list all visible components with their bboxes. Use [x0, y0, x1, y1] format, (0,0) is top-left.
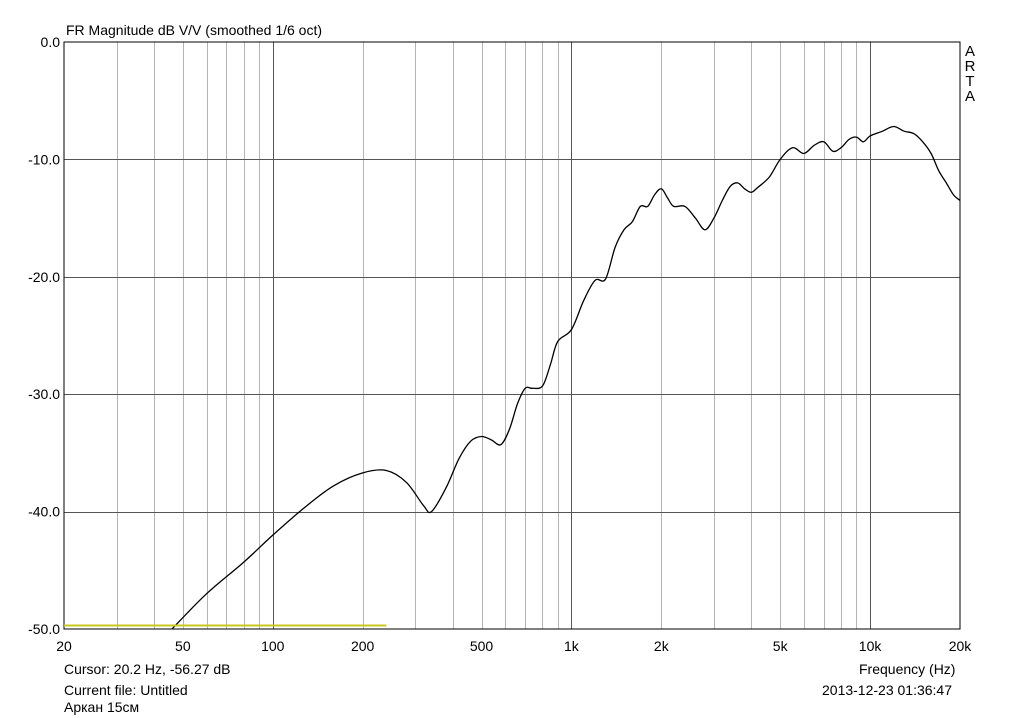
- arta-logo-letter: A: [964, 43, 975, 60]
- x-tick-label: 20k: [949, 638, 973, 654]
- x-tick-label: 2k: [654, 638, 670, 654]
- file-name: Аркан 15см: [64, 699, 140, 715]
- chart-title: FR Magnitude dB V/V (smoothed 1/6 oct): [66, 22, 323, 38]
- x-tick-label: 200: [351, 638, 375, 654]
- y-tick-label: -30.0: [28, 386, 60, 402]
- current-file: Current file: Untitled: [64, 682, 188, 698]
- x-tick-label: 100: [261, 638, 285, 654]
- arta-logo-letter: T: [965, 73, 975, 90]
- x-axis-label: Frequency (Hz): [859, 661, 956, 677]
- timestamp: 2013-12-23 01:36:47: [822, 682, 952, 698]
- arta-logo: A R T A: [963, 44, 977, 104]
- arta-logo-letter: A: [964, 88, 975, 105]
- x-tick-label: 10k: [859, 638, 883, 654]
- y-tick-label: 0.0: [41, 34, 61, 50]
- arta-logo-letter: R: [964, 58, 976, 75]
- y-tick-label: -40.0: [28, 504, 60, 520]
- grid-lines: [64, 42, 960, 629]
- x-tick-label: 500: [470, 638, 494, 654]
- cursor-readout: Cursor: 20.2 Hz, -56.27 dB: [64, 661, 231, 677]
- plot-frame: [63, 41, 961, 630]
- series-layer: [63, 125, 961, 630]
- x-tick-label: 5k: [773, 638, 789, 654]
- y-tick-label: -10.0: [28, 151, 60, 167]
- y-tick-label: -50.0: [28, 621, 60, 637]
- y-tick-label: -20.0: [28, 269, 60, 285]
- x-tick-label: 20: [56, 638, 72, 654]
- series-line: [171, 125, 961, 630]
- x-tick-label: 50: [175, 638, 191, 654]
- tick-labels: 20 50 100 200 500 1k 2k 5k 10k 20k 0.0 -10.0 -20.0 -3…: [28, 34, 972, 654]
- x-tick-label: 1k: [564, 638, 580, 654]
